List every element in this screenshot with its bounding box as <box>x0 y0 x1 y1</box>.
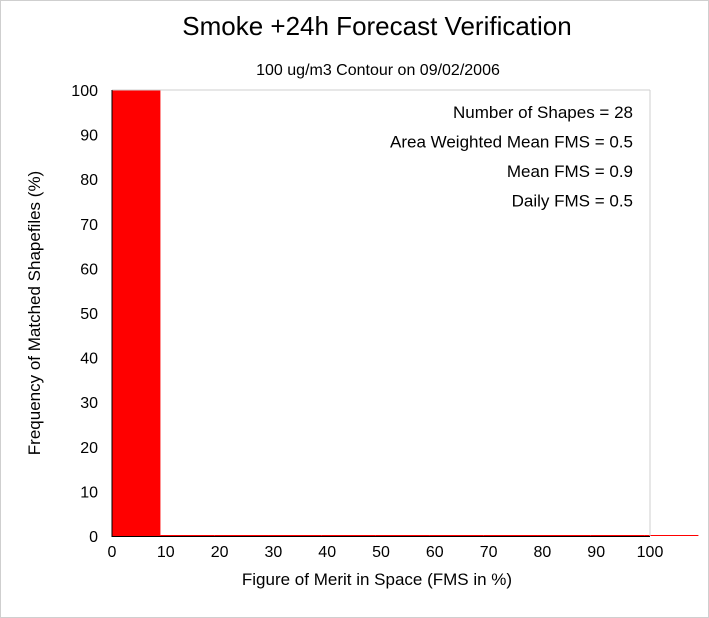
bar-2 <box>214 535 269 536</box>
annotation-3: Daily FMS = 0.5 <box>512 192 633 211</box>
x-tick-label-1: 10 <box>157 544 175 561</box>
y-axis-label: Frequency of Matched Shapefiles (%) <box>25 171 44 455</box>
bar-4 <box>321 535 376 536</box>
x-tick-label-10: 100 <box>637 544 664 561</box>
x-tick-label-7: 70 <box>480 544 498 561</box>
annotation-0: Number of Shapes = 28 <box>453 103 633 122</box>
y-tick-label-5: 50 <box>80 306 98 323</box>
bar-5 <box>375 535 430 536</box>
bar-6 <box>429 535 484 536</box>
bar-10 <box>644 535 699 536</box>
y-tick-label-10: 100 <box>71 83 98 100</box>
y-tick-label-3: 30 <box>80 395 98 412</box>
bar-1 <box>160 535 215 536</box>
y-tick-label-1: 10 <box>80 484 98 501</box>
bar-9 <box>590 535 645 536</box>
chart-subtitle: 100 ug/m3 Contour on 09/02/2006 <box>256 62 500 79</box>
x-tick-label-0: 0 <box>108 544 117 561</box>
y-tick-label-8: 80 <box>80 172 98 189</box>
x-tick-label-8: 80 <box>534 544 552 561</box>
chart-title: Smoke +24h Forecast Verification <box>182 11 571 41</box>
y-tick-label-9: 90 <box>80 128 98 145</box>
y-tick-label-6: 60 <box>80 261 98 278</box>
y-tick-label-0: 0 <box>89 529 98 546</box>
bars-group <box>112 90 699 536</box>
x-tick-labels: 0 10 20 30 40 50 60 70 80 90 100 <box>108 544 664 561</box>
x-tick-label-4: 40 <box>318 544 336 561</box>
stats-annotations: Number of Shapes = 28 Area Weighted Mean … <box>390 103 633 211</box>
y-tick-label-2: 20 <box>80 440 98 457</box>
x-tick-label-3: 30 <box>265 544 283 561</box>
x-tick-label-6: 60 <box>426 544 444 561</box>
y-tick-label-4: 40 <box>80 351 98 368</box>
x-tick-label-9: 90 <box>587 544 605 561</box>
y-tick-labels: 0 10 20 30 40 50 60 70 80 90 100 <box>71 83 98 546</box>
bar-0 <box>112 90 161 536</box>
x-tick-label-2: 20 <box>211 544 229 561</box>
annotation-2: Mean FMS = 0.9 <box>507 162 633 181</box>
bar-3 <box>268 535 322 536</box>
annotation-1: Area Weighted Mean FMS = 0.5 <box>390 133 633 152</box>
y-tick-label-7: 70 <box>80 217 98 234</box>
bar-7 <box>483 535 538 536</box>
x-tick-label-5: 50 <box>372 544 390 561</box>
bar-8 <box>537 535 591 536</box>
x-axis-label: Figure of Merit in Space (FMS in %) <box>242 570 512 589</box>
